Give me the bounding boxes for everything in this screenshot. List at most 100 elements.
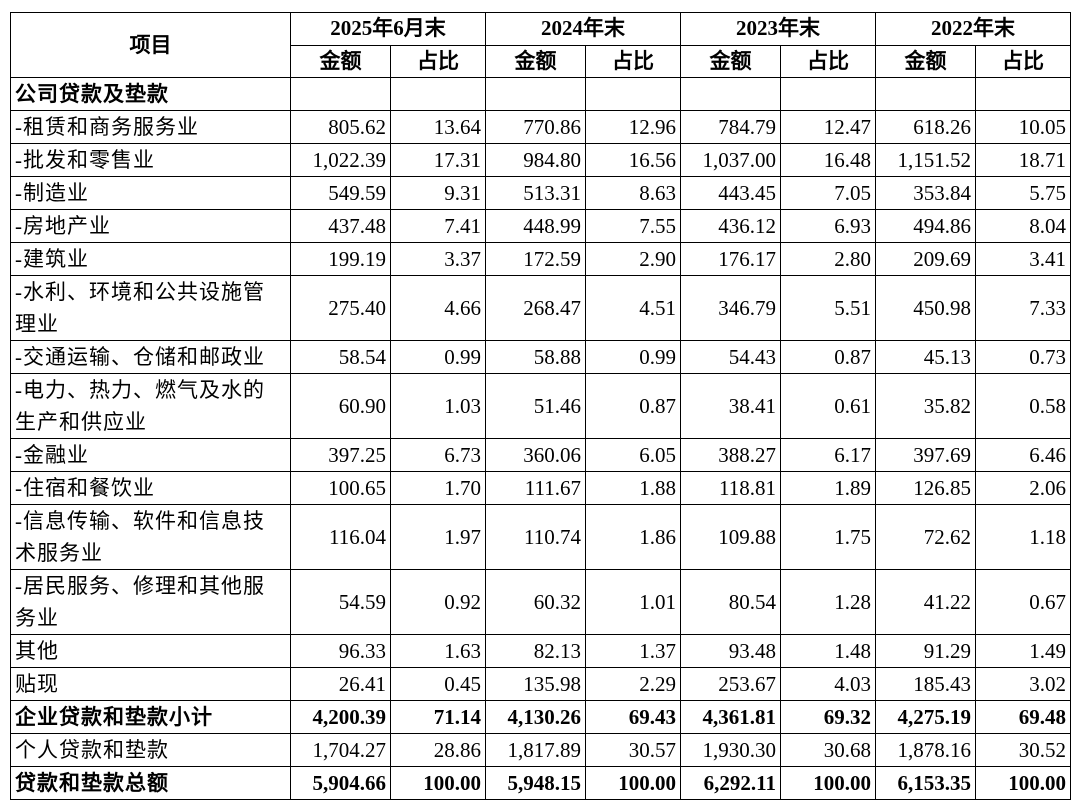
- value-cell: 1.18: [975, 504, 1071, 571]
- value-cell: 1.75: [780, 504, 876, 571]
- value-cell: 253.67: [680, 667, 781, 702]
- value-cell: 17.31: [390, 143, 486, 178]
- value-cell: 3.02: [975, 667, 1071, 702]
- value-cell: 1,704.27: [290, 733, 391, 768]
- value-cell: 58.88: [485, 340, 586, 375]
- value-cell: 5,948.15: [485, 766, 586, 801]
- value-cell: 268.47: [485, 275, 586, 342]
- value-cell: 4,200.39: [290, 700, 391, 735]
- value-cell: 2.29: [585, 667, 681, 702]
- value-cell: 69.32: [780, 700, 876, 735]
- data-row: -住宿和餐饮业 100.65 1.70 111.67 1.88 118.81 1.89 126…: [10, 471, 1071, 506]
- period-header: 2023年末: [680, 12, 876, 46]
- value-cell: 1.63: [390, 634, 486, 669]
- value-cell: 60.32: [485, 569, 586, 636]
- value-cell: 111.67: [485, 471, 586, 506]
- value-cell: 6.17: [780, 438, 876, 473]
- value-cell: 1,930.30: [680, 733, 781, 768]
- value-cell: 91.29: [875, 634, 976, 669]
- value-cell: 51.46: [485, 373, 586, 440]
- value-cell: 1.48: [780, 634, 876, 669]
- value-cell: 2.80: [780, 242, 876, 277]
- value-cell: 82.13: [485, 634, 586, 669]
- value-cell: 0.67: [975, 569, 1071, 636]
- row-label: 个人贷款和垫款: [10, 733, 291, 768]
- value-cell: 126.85: [875, 471, 976, 506]
- value-cell: 69.48: [975, 700, 1071, 735]
- sub-header: 金额: [290, 44, 391, 79]
- value-cell: 1.88: [585, 471, 681, 506]
- value-cell: 4,361.81: [680, 700, 781, 735]
- value-cell: 1.37: [585, 634, 681, 669]
- value-cell: 199.19: [290, 242, 391, 277]
- value-cell: 4.03: [780, 667, 876, 702]
- value-cell: 7.05: [780, 176, 876, 211]
- item-header: 项目: [10, 11, 291, 79]
- value-cell: 100.00: [585, 766, 681, 801]
- value-cell: 6.05: [585, 438, 681, 473]
- value-cell: 118.81: [680, 471, 781, 506]
- value-cell: 1.89: [780, 471, 876, 506]
- value-cell: 2.90: [585, 242, 681, 277]
- value-cell: 109.88: [680, 504, 781, 571]
- value-cell: 93.48: [680, 634, 781, 669]
- value-cell: 100.00: [390, 766, 486, 801]
- value-cell: 38.41: [680, 373, 781, 440]
- data-row: -房地产业 437.48 7.41 448.99 7.55 436.12 6.93 494.8…: [10, 209, 1071, 244]
- data-row: 贴现 26.41 0.45 135.98 2.29 253.67 4.03 185.43 3.0…: [10, 667, 1071, 702]
- value-cell: 3.37: [390, 242, 486, 277]
- sub-header: 占比: [390, 44, 486, 79]
- value-cell: 275.40: [290, 275, 391, 342]
- data-row: 个人贷款和垫款 1,704.27 28.86 1,817.89 30.57 1,930.3…: [10, 733, 1071, 768]
- empty-cell: [585, 77, 681, 112]
- value-cell: 1,037.00: [680, 143, 781, 178]
- value-cell: 172.59: [485, 242, 586, 277]
- empty-cell: [875, 77, 976, 112]
- value-cell: 0.92: [390, 569, 486, 636]
- empty-cell: [290, 77, 391, 112]
- value-cell: 1,151.52: [875, 143, 976, 178]
- value-cell: 450.98: [875, 275, 976, 342]
- empty-cell: [485, 77, 586, 112]
- value-cell: 13.64: [390, 110, 486, 145]
- value-cell: 5,904.66: [290, 766, 391, 801]
- row-label: -住宿和餐饮业: [10, 471, 291, 506]
- value-cell: 770.86: [485, 110, 586, 145]
- empty-cell: [780, 77, 876, 112]
- empty-cell: [390, 77, 486, 112]
- value-cell: 135.98: [485, 667, 586, 702]
- value-cell: 6,292.11: [680, 766, 781, 801]
- value-cell: 80.54: [680, 569, 781, 636]
- value-cell: 6.46: [975, 438, 1071, 473]
- value-cell: 0.87: [585, 373, 681, 440]
- data-row: -交通运输、仓储和邮政业 58.54 0.99 58.88 0.99 54.43 0.87 4…: [10, 340, 1071, 375]
- value-cell: 0.45: [390, 667, 486, 702]
- table-body: 公司贷款及垫款 -租赁和商务服务业 805.62 13.64 770.86 12.96 78…: [10, 77, 1071, 801]
- data-row: -水利、环境和公共设施管理业 275.40 4.66 268.47 4.51 346.79…: [10, 275, 1071, 342]
- data-row: 企业贷款和垫款小计 4,200.39 71.14 4,130.26 69.43 4,361…: [10, 700, 1071, 735]
- value-cell: 54.59: [290, 569, 391, 636]
- value-cell: 360.06: [485, 438, 586, 473]
- value-cell: 6.93: [780, 209, 876, 244]
- value-cell: 1.49: [975, 634, 1071, 669]
- row-label: 贴现: [10, 667, 291, 702]
- value-cell: 346.79: [680, 275, 781, 342]
- value-cell: 443.45: [680, 176, 781, 211]
- section-label: 公司贷款及垫款: [10, 77, 291, 112]
- loan-table: 项目 2025年6月末 2024年末 2023年末 2022年末 金额 占比 金额 占比 金额…: [10, 11, 1071, 801]
- row-label: -批发和零售业: [10, 143, 291, 178]
- value-cell: 448.99: [485, 209, 586, 244]
- value-cell: 984.80: [485, 143, 586, 178]
- section-row: 公司贷款及垫款: [10, 77, 1071, 112]
- value-cell: 41.22: [875, 569, 976, 636]
- sub-header: 占比: [585, 44, 681, 79]
- value-cell: 58.54: [290, 340, 391, 375]
- value-cell: 805.62: [290, 110, 391, 145]
- value-cell: 4,130.26: [485, 700, 586, 735]
- value-cell: 494.86: [875, 209, 976, 244]
- value-cell: 0.99: [585, 340, 681, 375]
- row-label: -金融业: [10, 438, 291, 473]
- value-cell: 10.05: [975, 110, 1071, 145]
- value-cell: 549.59: [290, 176, 391, 211]
- value-cell: 397.25: [290, 438, 391, 473]
